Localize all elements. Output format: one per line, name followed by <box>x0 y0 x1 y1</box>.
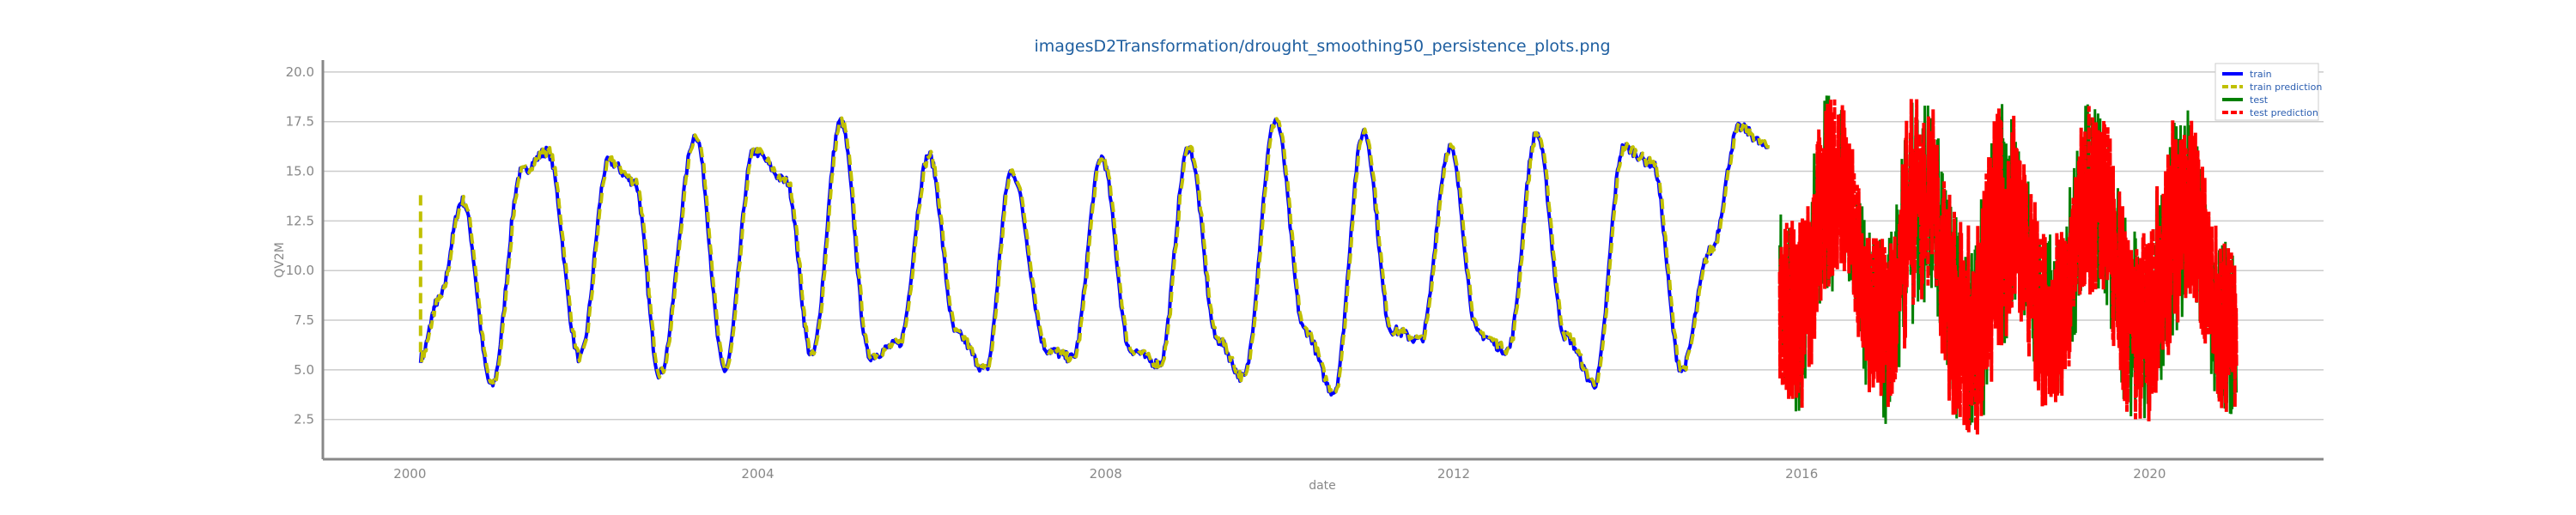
y-tick-label: 2.5 <box>294 412 314 427</box>
legend-entry: test <box>2250 94 2269 106</box>
legend-entry: train <box>2250 69 2272 80</box>
series-train-line <box>418 117 1770 397</box>
y-tick-label: 10.0 <box>286 263 314 278</box>
x-axis-label: date <box>1309 479 1336 493</box>
y-tick-labels: 2.5 5.0 7.5 10.0 12.5 15.0 17.5 20.0 <box>286 64 314 427</box>
series-test-prediction-line <box>1777 99 2239 435</box>
chart-title: imagesD2Transformation/drought_smoothing… <box>1034 37 1610 56</box>
x-tick-label: 2004 <box>741 466 774 482</box>
series-train-prediction-line <box>420 116 1771 397</box>
x-tick-label: 2000 <box>393 466 426 482</box>
y-tick-label: 5.0 <box>294 362 314 378</box>
y-tick-label: 17.5 <box>286 114 314 130</box>
x-tick-label: 2012 <box>1437 466 1470 482</box>
y-tick-label: 12.5 <box>286 213 314 228</box>
y-tick-label: 7.5 <box>294 312 314 328</box>
y-axis-label: QV2M <box>273 242 287 278</box>
x-tick-label: 2016 <box>1785 466 1818 482</box>
x-tick-label: 2008 <box>1090 466 1122 482</box>
legend-entry: train prediction <box>2250 82 2322 93</box>
axes <box>321 60 2324 461</box>
x-tick-label: 2020 <box>2133 466 2166 482</box>
series-layer <box>418 95 2239 435</box>
legend-entry: test prediction <box>2250 107 2318 118</box>
y-tick-label: 15.0 <box>286 164 314 179</box>
y-tick-label: 20.0 <box>286 64 314 80</box>
x-tick-labels: 2000 2004 2008 2012 2016 2020 <box>393 466 2166 482</box>
